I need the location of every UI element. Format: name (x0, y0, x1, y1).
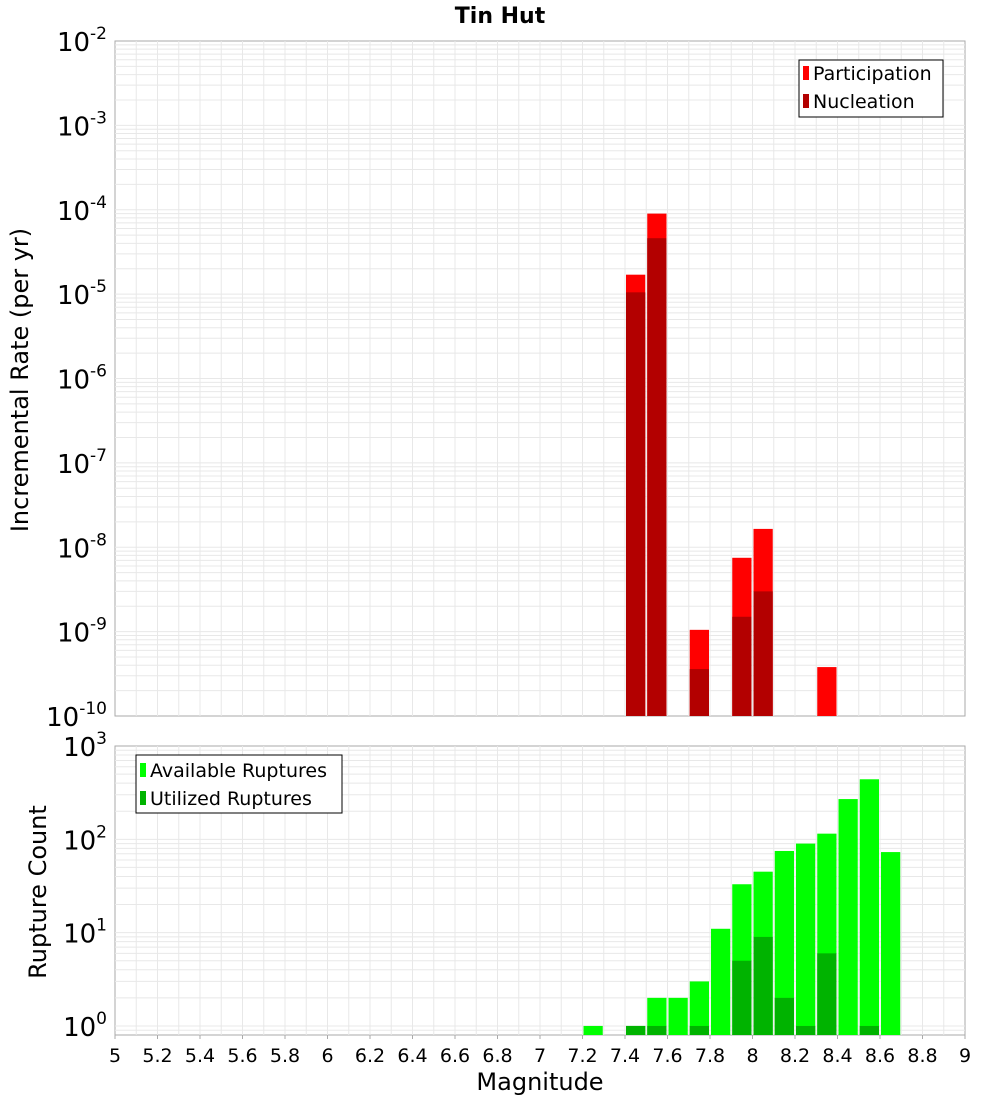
x-tick-label: 6.6 (440, 1045, 470, 1067)
bottom-legend: Available Ruptures Utilized Ruptures (135, 754, 343, 814)
x-axis-label: Magnitude (476, 1068, 603, 1096)
bottom-bar-available-ruptures (774, 850, 794, 1035)
chart-title: Tin Hut (455, 4, 546, 29)
y-tick-label: 101 (63, 916, 107, 950)
y-tick-label: 102 (63, 822, 107, 856)
y-tick-label: 10-7 (57, 446, 107, 480)
available-legend-swatch (140, 763, 146, 777)
top-gridlines (115, 41, 965, 716)
top-y-tick-labels: 10-10 10-9 10-8 10-7 10-6 10-5 10-4 10-3 10-2 (46, 24, 107, 733)
x-tick-label: 8.6 (865, 1045, 895, 1067)
bottom-bars (583, 779, 901, 1035)
x-tick-label: 7 (534, 1045, 546, 1067)
x-tick-label: 5.2 (142, 1045, 172, 1067)
participation-nucleation-panel: 10-10 10-9 10-8 10-7 10-6 10-5 10-4 10-3 10-2 In… (6, 24, 966, 733)
bottom-bar-utilized-ruptures (689, 1025, 709, 1035)
x-tick-label: 5.4 (185, 1045, 215, 1067)
bottom-bar-available-ruptures (859, 779, 879, 1035)
bottom-bar-available-ruptures (838, 799, 858, 1035)
bottom-bar-available-ruptures (647, 997, 667, 1035)
bottom-y-axis-label: Rupture Count (24, 805, 52, 979)
x-tick-label: 8.8 (907, 1045, 937, 1067)
y-tick-label: 100 (63, 1009, 107, 1043)
top-bar-nucleation (689, 669, 709, 716)
bottom-bar-utilized-ruptures (859, 1025, 879, 1035)
rupture-count-panel: 100 101 102 103 5 5.2 5.4 5.6 5.8 6 6.2 6.4 6.6 6.8 7… (24, 729, 971, 1096)
utilized-legend-label: Utilized Ruptures (150, 788, 312, 810)
x-tick-label: 6.2 (355, 1045, 385, 1067)
bottom-bar-utilized-ruptures (817, 953, 837, 1035)
bottom-bar-available-ruptures (881, 852, 901, 1035)
y-tick-label: 10-5 (57, 277, 107, 311)
top-bar-nucleation (626, 292, 646, 716)
participation-legend-label: Participation (813, 63, 932, 85)
bottom-bar-utilized-ruptures (732, 960, 752, 1035)
top-legend-box (798, 59, 944, 118)
bottom-bar-available-ruptures (668, 997, 688, 1035)
x-tick-label: 5.8 (270, 1045, 300, 1067)
y-tick-label: 10-4 (57, 193, 107, 227)
bottom-bar-available-ruptures (796, 843, 816, 1035)
bottom-bar-available-ruptures (689, 981, 709, 1035)
top-legend: Participation Nucleation (798, 59, 944, 118)
bottom-bar-utilized-ruptures (647, 1025, 667, 1035)
x-tick-label: 7.8 (695, 1045, 725, 1067)
y-tick-label: 10-10 (46, 699, 107, 733)
bottom-bar-available-ruptures (583, 1025, 603, 1035)
utilized-legend-swatch (140, 791, 146, 805)
nucleation-legend-swatch (803, 94, 809, 108)
top-bar-nucleation (647, 238, 667, 716)
x-tick-label: 5 (109, 1045, 121, 1067)
x-tick-label: 7.6 (652, 1045, 682, 1067)
x-tick-label: 6.8 (482, 1045, 512, 1067)
x-tick-label: 6.4 (397, 1045, 427, 1067)
top-bar-nucleation (753, 591, 773, 716)
bottom-bar-utilized-ruptures (753, 936, 773, 1035)
x-tick-label: 7.2 (567, 1045, 597, 1067)
bottom-y-tick-labels: 100 101 102 103 (63, 729, 107, 1043)
x-tick-label: 8.2 (780, 1045, 810, 1067)
participation-legend-swatch (803, 66, 809, 80)
top-bars (626, 213, 837, 717)
available-legend-label: Available Ruptures (150, 760, 327, 782)
y-tick-label: 10-3 (57, 108, 107, 142)
bottom-bar-available-ruptures (711, 928, 731, 1035)
bottom-legend-box (135, 754, 343, 814)
x-tick-label: 9 (959, 1045, 971, 1067)
y-tick-label: 10-2 (57, 24, 107, 58)
y-tick-label: 103 (63, 729, 107, 763)
bottom-bar-utilized-ruptures (626, 1025, 646, 1035)
y-tick-label: 10-9 (57, 615, 107, 649)
x-tick-label: 6 (321, 1045, 333, 1067)
top-bar-nucleation (732, 616, 752, 716)
top-bar-participation (817, 667, 837, 716)
x-tick-label: 7.4 (610, 1045, 640, 1067)
x-tick-label: 5.6 (227, 1045, 257, 1067)
x-tick-labels: 5 5.2 5.4 5.6 5.8 6 6.2 6.4 6.6 6.8 7 7.2 7.4 7.6 7.8 8… (109, 1035, 971, 1067)
nucleation-legend-label: Nucleation (813, 91, 915, 113)
y-tick-label: 10-6 (57, 362, 107, 396)
bottom-bar-utilized-ruptures (796, 1025, 816, 1035)
x-tick-label: 8.4 (822, 1045, 852, 1067)
x-tick-label: 8 (746, 1045, 758, 1067)
y-tick-label: 10-8 (57, 530, 107, 564)
bottom-bar-utilized-ruptures (774, 997, 794, 1035)
top-y-axis-label: Incremental Rate (per yr) (6, 228, 34, 532)
